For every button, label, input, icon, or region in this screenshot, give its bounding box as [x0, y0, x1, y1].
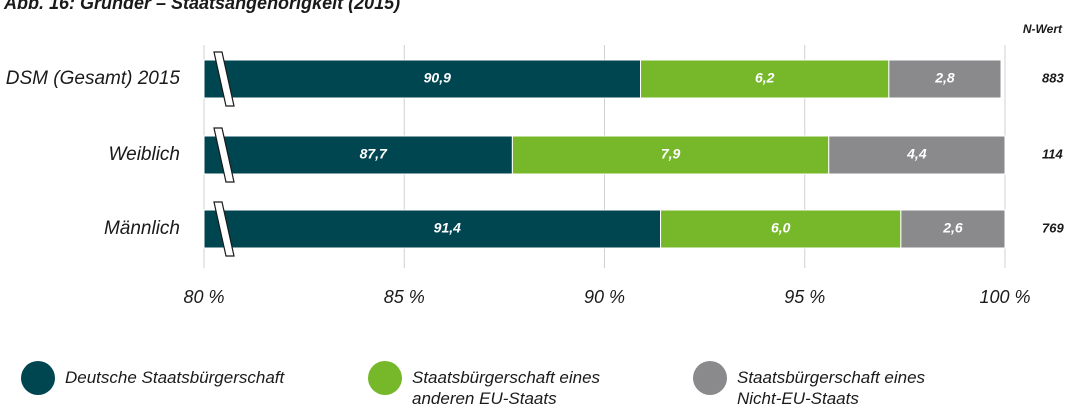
legend-swatch — [21, 361, 55, 395]
bar-segment — [511, 135, 830, 175]
value-label: 90,9 — [424, 70, 451, 86]
bar-segment — [660, 209, 902, 249]
axis-break — [213, 127, 235, 183]
value-label: 7,9 — [661, 146, 681, 162]
bar-segment — [888, 59, 1002, 99]
x-tick-label: 80 % — [183, 287, 224, 307]
category-label: DSM (Gesamt) 2015 — [6, 68, 181, 89]
legend-label: Deutsche Staatsbürgerschaft — [65, 368, 285, 387]
bar-segment — [203, 59, 642, 99]
x-tick-label: 90 % — [584, 287, 625, 307]
bar-segment — [828, 135, 1006, 175]
x-tick-label: 100 % — [979, 287, 1030, 307]
x-tick-label: 85 % — [384, 287, 425, 307]
bar-segment — [640, 59, 890, 99]
value-label: 2,6 — [942, 220, 963, 236]
value-label: 91,4 — [434, 220, 461, 236]
legend-label: Staatsbürgerschaft eines Nicht-EU-Staats — [737, 368, 926, 408]
chart-title: Abb. 16: Gründer – Staatsangehörigkeit (… — [3, 0, 400, 13]
axis-break — [213, 51, 235, 107]
n-header: N-Wert — [1023, 22, 1063, 36]
legend-swatch — [693, 361, 727, 395]
x-tick-label: 95 % — [784, 287, 825, 307]
bar-segment — [203, 209, 662, 249]
value-label: 2,8 — [934, 70, 955, 86]
legend-label: Staatsbürgerschaft eines anderen EU-Staa… — [412, 368, 601, 408]
bar-segment — [900, 209, 1006, 249]
value-label: 6,0 — [771, 220, 791, 236]
bar-segment — [203, 135, 513, 175]
value-label: 4,4 — [906, 146, 927, 162]
n-value: 114 — [1042, 146, 1063, 161]
category-label: Weiblich — [109, 144, 180, 165]
value-label: 6,2 — [755, 70, 775, 86]
value-label: 87,7 — [360, 146, 388, 162]
n-value: 883 — [1042, 70, 1064, 85]
legend-swatch — [368, 361, 402, 395]
n-value: 769 — [1042, 220, 1064, 235]
category-label: Männlich — [104, 218, 180, 239]
axis-break — [213, 201, 235, 257]
